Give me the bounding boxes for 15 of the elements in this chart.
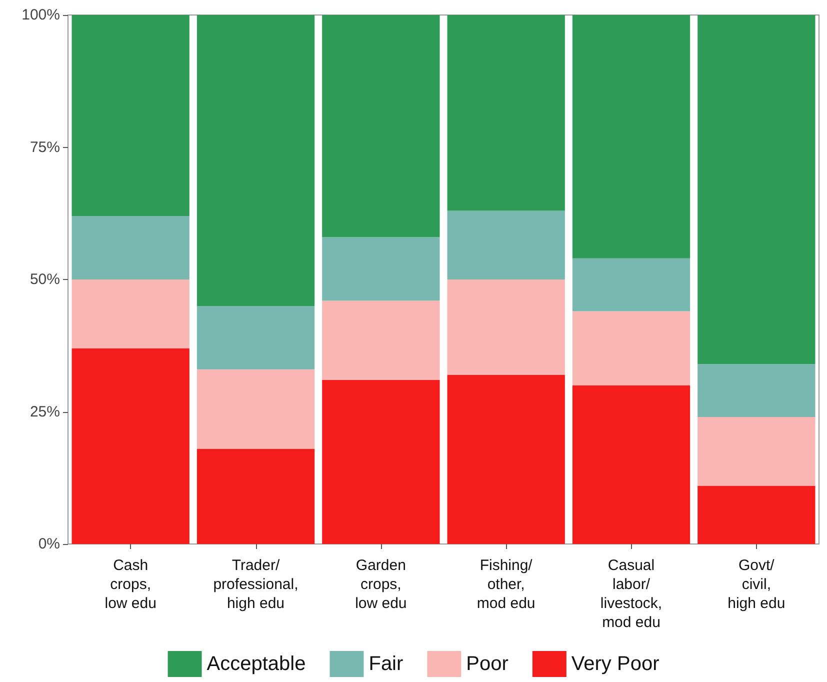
x-tick-label: Casual labor/ livestock, mod edu [600,557,662,631]
x-tick-label: Govt/ civil, high edu [728,557,786,612]
y-tick-label: 50% [30,271,60,288]
legend-label: Very Poor [571,653,660,675]
x-tick-label: Cash crops, low edu [104,557,156,612]
x-tick-label: Fishing/ other, mod edu [476,557,536,612]
legend-label: Acceptable [206,653,306,675]
y-tick-label: 25% [30,403,60,420]
y-tick-label: 75% [30,138,60,156]
legend-label: Fair [368,653,404,675]
y-tick-label: 100% [22,6,60,24]
x-tick-label: Trader/ professional, high edu [213,557,298,612]
x-tick-label: Garden crops, low edu [355,557,407,612]
y-tick-label: 0% [38,536,60,552]
legend-label: Poor [466,653,509,675]
